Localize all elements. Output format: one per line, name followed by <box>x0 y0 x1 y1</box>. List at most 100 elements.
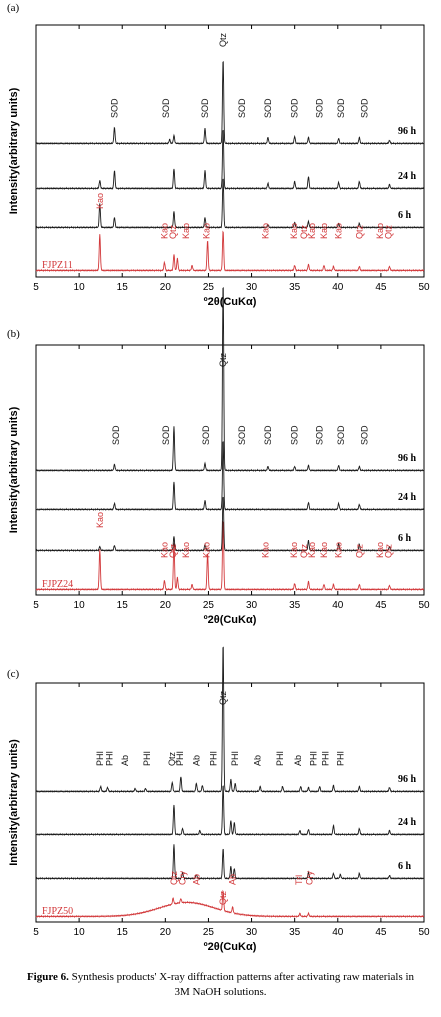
phase-annotation: Kao <box>375 542 385 558</box>
series-line-24-h <box>35 785 425 837</box>
x-axis-title: º2θ(CuKα) <box>204 941 257 953</box>
x-tick-label: 20 <box>160 927 172 938</box>
phase-annotation: SOD <box>111 425 121 445</box>
x-tick-label: 25 <box>203 282 215 293</box>
phase-annotation: Kao <box>334 223 344 239</box>
series-label: 6 h <box>398 861 412 872</box>
x-tick-label: 40 <box>332 282 344 293</box>
x-tick-label: 30 <box>246 600 258 611</box>
series-line-96-h <box>35 287 425 473</box>
phase-annotation: PHI <box>95 751 105 766</box>
x-tick-label: 35 <box>289 282 301 293</box>
phase-annotation: SOD <box>290 98 300 118</box>
plot-frame <box>35 682 425 923</box>
phase-annotation: PHI <box>321 751 331 766</box>
figure-caption: Figure 6. Synthesis products' X-ray diff… <box>20 970 421 1000</box>
phase-annotation: Kao <box>260 542 270 558</box>
phase-annotation: Ab <box>293 755 303 766</box>
phase-annotation: SOD <box>263 98 273 118</box>
phase-annotation: Qtz <box>299 543 309 558</box>
phase-annotation: Kao <box>202 223 212 239</box>
x-tick-label: 50 <box>418 600 430 611</box>
x-tick-label: 45 <box>375 600 387 611</box>
series-line-6-h <box>35 178 425 230</box>
phase-annotation: Qtz <box>354 543 364 558</box>
x-tick-label: 40 <box>332 927 344 938</box>
series-line-6-h <box>35 844 425 881</box>
phase-annotation: SOD <box>110 98 120 118</box>
phase-annotation: Cry <box>304 871 314 885</box>
phase-annotation: Qtz <box>384 543 394 558</box>
phase-annotation: Ab <box>253 755 263 766</box>
phase-annotation: Qtz <box>218 690 228 705</box>
x-tick-label: 35 <box>289 927 301 938</box>
phase-annotation: Kao <box>160 542 170 558</box>
series-line-FJPZ24 <box>35 520 425 592</box>
x-tick-label: 50 <box>418 927 430 938</box>
x-tick-label: 15 <box>117 600 129 611</box>
x-axis-title: º2θ(CuKα) <box>204 614 257 626</box>
phase-annotation: Kao <box>181 223 191 239</box>
x-tick-label: 10 <box>74 927 86 938</box>
series-label: 96 h <box>398 774 417 785</box>
phase-annotation: Qtz <box>218 890 228 905</box>
series-line-96-h <box>35 646 425 794</box>
x-tick-label: 40 <box>332 600 344 611</box>
phase-annotation: SOD <box>360 425 370 445</box>
phase-annotation: PHI <box>142 751 152 766</box>
x-tick-label: 50 <box>418 282 430 293</box>
phase-annotation: PHI <box>175 751 185 766</box>
phase-annotation: Cry <box>178 871 188 885</box>
phase-annotation: PHI <box>335 751 345 766</box>
panel-2: (b) 5 10 15 20 25 30 35 40 45 50 º2θ(CuKα) Intensity… <box>7 287 430 626</box>
phase-annotation: PHI <box>104 751 114 766</box>
x-tick-label: 15 <box>117 282 129 293</box>
y-axis-title: Intensity(arbitrary units) <box>8 406 20 533</box>
phase-annotation: Kao <box>307 542 317 558</box>
series-label: 6 h <box>398 210 412 221</box>
x-tick-label: 25 <box>203 927 215 938</box>
phase-annotation: Qtz <box>168 224 178 239</box>
phase-annotation: PHI <box>209 751 219 766</box>
phase-annotation: SOD <box>360 98 370 118</box>
phase-annotation: Ab <box>191 755 201 766</box>
phase-annotation: Qtz <box>384 224 394 239</box>
phase-annotation: Ab <box>191 874 201 885</box>
phase-annotation: Ab <box>120 755 130 766</box>
phase-annotation: Kao <box>289 542 299 558</box>
phase-annotation: SOD <box>336 98 346 118</box>
phase-annotation: SOD <box>237 425 247 445</box>
series-label: 24 h <box>398 171 417 182</box>
series-label: 96 h <box>398 453 417 464</box>
phase-annotation: Kao <box>289 223 299 239</box>
x-tick-label: 35 <box>289 600 301 611</box>
x-tick-label: 45 <box>375 927 387 938</box>
phase-annotation: SOD <box>336 425 346 445</box>
series-label: 24 h <box>398 492 417 503</box>
phase-annotation: Qtz <box>169 870 179 885</box>
panel-1: (a) 5 10 15 20 25 30 35 40 45 50 º2θ(CuKα) Intensity… <box>7 2 430 308</box>
phase-annotation: Kao <box>181 542 191 558</box>
phase-annotation: Kao <box>202 542 212 558</box>
x-tick-label: 5 <box>33 282 39 293</box>
phase-annotation: Kao <box>95 193 105 209</box>
panel-3: (c) 5 10 15 20 25 30 35 40 45 50 º2θ(CuKα) Intensity… <box>7 646 430 953</box>
series-line-6-h <box>35 496 425 553</box>
phase-annotation: SOD <box>161 425 171 445</box>
phase-annotation: Kao <box>375 223 385 239</box>
x-tick-label: 30 <box>246 282 258 293</box>
phase-annotation: Qtz <box>168 543 178 558</box>
x-tick-label: 5 <box>33 600 39 611</box>
x-tick-label: 5 <box>33 927 39 938</box>
phase-annotation: Kao <box>95 512 105 528</box>
panel-label: (b) <box>7 328 20 340</box>
x-tick-label: 10 <box>74 282 86 293</box>
phase-annotation: PHI <box>309 751 319 766</box>
series-line-24-h <box>35 129 425 191</box>
panel-label: (c) <box>7 668 20 680</box>
series-line-FJPZ50 <box>35 889 425 919</box>
phase-annotation: SOD <box>200 98 210 118</box>
phase-annotation: SOD <box>315 98 325 118</box>
phase-annotation: PHI <box>230 751 240 766</box>
